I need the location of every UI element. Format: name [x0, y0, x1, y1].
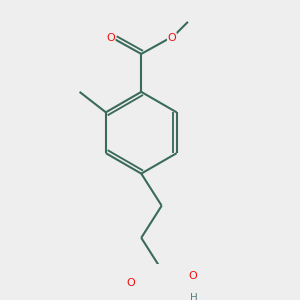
Text: H: H [190, 293, 198, 300]
Text: O: O [188, 271, 197, 281]
Text: O: O [106, 33, 115, 43]
Text: O: O [127, 278, 135, 288]
Text: O: O [167, 33, 176, 43]
